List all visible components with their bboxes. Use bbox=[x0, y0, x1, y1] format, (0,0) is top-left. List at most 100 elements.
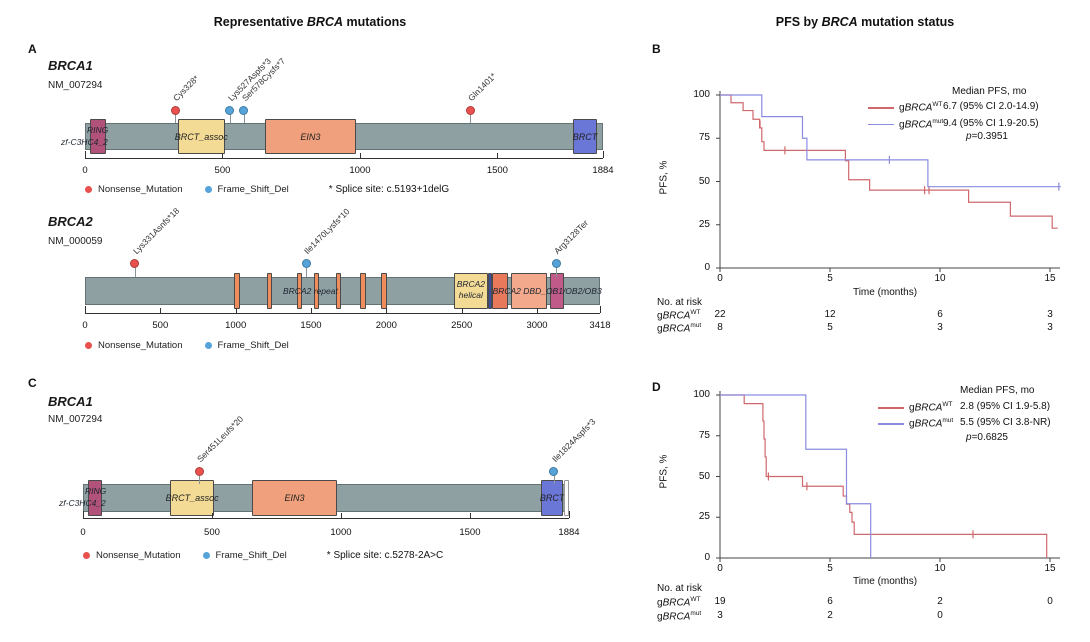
km-curve-gbrca-wt bbox=[720, 394, 1048, 558]
axis-tick bbox=[160, 308, 162, 313]
axis-tick bbox=[603, 151, 604, 158]
axis-tick-label: 2000 bbox=[375, 320, 397, 331]
axis-tick-label: 0 bbox=[82, 165, 88, 176]
axis-tick bbox=[85, 151, 86, 158]
domain-label: EIN3 bbox=[284, 493, 305, 503]
km-median-value-mut: 5.5 (95% CI 3.8-NR) bbox=[960, 417, 1051, 428]
legend-label: Frame_Shift_Del bbox=[215, 550, 287, 561]
mutation-stem bbox=[229, 110, 231, 123]
km-risk-value: 22 bbox=[714, 309, 726, 320]
domain-box-ring bbox=[88, 480, 103, 516]
axis-tick-label: 1500 bbox=[459, 527, 481, 538]
domain-box-separator bbox=[487, 273, 492, 309]
axis-tick bbox=[340, 513, 342, 518]
left-title-pre: Representative bbox=[213, 15, 307, 29]
axis-tick bbox=[83, 511, 84, 518]
right-title-gene: BRCA bbox=[821, 15, 858, 29]
gene-axis-line bbox=[85, 158, 603, 159]
axis-tick-label: 2500 bbox=[451, 320, 473, 331]
km-ytick-label: 25 bbox=[698, 511, 710, 523]
km-ytick-label: 100 bbox=[693, 89, 710, 100]
mutation-dot-frameshift bbox=[225, 105, 235, 115]
axis-tick bbox=[386, 308, 388, 313]
axis-tick bbox=[311, 308, 312, 313]
legend-label: Frame_Shift_Del bbox=[217, 184, 289, 195]
legend-item: Frame_Shift_Del bbox=[202, 550, 287, 561]
domain-box-brca2-repeat bbox=[360, 273, 366, 309]
km-risk-row-label-wt: gBRCAWT bbox=[657, 596, 700, 608]
km-median-value-wt: 6.7 (95% CI 2.0-14.9) bbox=[943, 101, 1039, 112]
left-figure-title: Representative BRCA mutations bbox=[110, 15, 510, 29]
series-label-part: BRCA bbox=[662, 597, 691, 609]
mutation-dot-nonsense bbox=[130, 258, 140, 268]
axis-tick-label: 0 bbox=[82, 320, 88, 331]
km-risk-value: 8 bbox=[717, 322, 723, 333]
panel-letter-a: A bbox=[28, 42, 37, 56]
domain-label: BRCT_assoc bbox=[174, 131, 228, 142]
km-p-value: p=0.6825 bbox=[966, 432, 1008, 443]
axis-tick bbox=[211, 513, 213, 518]
axis-tick bbox=[222, 153, 224, 158]
km-risk-value: 2 bbox=[827, 610, 833, 621]
km-legend-line-mut bbox=[868, 123, 894, 125]
axis-tick-label: 500 bbox=[152, 320, 169, 331]
km-ytick-label: 0 bbox=[704, 552, 710, 563]
domain-box-ein3: EIN3 bbox=[251, 480, 338, 516]
mutation-label: Ile1470Lysfs*10 bbox=[302, 206, 353, 256]
km-risk-value: 6 bbox=[937, 309, 943, 320]
series-label-part: WT bbox=[690, 596, 701, 603]
axis-tick bbox=[359, 153, 361, 158]
axis-tick bbox=[85, 306, 86, 313]
axis-tick bbox=[537, 308, 539, 313]
mutation-stem bbox=[470, 110, 472, 123]
km-ytick-label: 25 bbox=[698, 218, 710, 230]
transcript-id: NM_007294 bbox=[48, 80, 103, 91]
km-median-value-mut: 9.4 (95% CI 1.9-20.5) bbox=[943, 117, 1039, 129]
panel-letter-d: D bbox=[652, 380, 661, 394]
domain-box-brca2-repeat bbox=[313, 273, 320, 309]
axis-tick-label: 1000 bbox=[330, 527, 352, 538]
km-legend-header: Median PFS, mo bbox=[960, 385, 1035, 396]
km-risk-value: 19 bbox=[714, 596, 726, 607]
mutation-dot-frameshift bbox=[551, 258, 561, 268]
axis-tick-label: 500 bbox=[204, 527, 220, 538]
domain-box-brca2-repeat bbox=[381, 273, 387, 309]
mutation-stem bbox=[556, 263, 558, 277]
mutation-label: Ile1824Aspfs*3 bbox=[549, 416, 597, 464]
axis-tick bbox=[497, 153, 499, 158]
transcript-id: NM_000059 bbox=[48, 236, 103, 247]
km-risk-value: 12 bbox=[824, 309, 836, 320]
gene-name: BRCA1 bbox=[48, 58, 93, 73]
mutation-stem bbox=[199, 471, 201, 484]
series-label-part: BRCA bbox=[662, 611, 691, 623]
km-risk-row-label-mut: gBRCAmut bbox=[657, 610, 701, 622]
ring-domain-label: RING bbox=[87, 125, 109, 135]
km-ytick-label: 0 bbox=[704, 262, 710, 273]
zf-domain-label: zf-C3HC4_2 bbox=[59, 498, 106, 508]
legend-dot-nonsense bbox=[83, 552, 90, 559]
domain-box-ring bbox=[90, 119, 106, 154]
legend-item: Nonsense_Mutation bbox=[85, 184, 183, 195]
km-ytick-label: 75 bbox=[698, 429, 710, 441]
axis-tick bbox=[461, 308, 463, 313]
km-ytick-label: 100 bbox=[693, 389, 710, 400]
km-p-value: p=0.3951 bbox=[966, 131, 1008, 142]
mutation-stem bbox=[134, 263, 136, 277]
domain-box-brca2-dbd-ob1 bbox=[491, 273, 509, 309]
km-xtick-label: 0 bbox=[717, 273, 723, 284]
series-label-part: BRCA bbox=[662, 323, 691, 335]
legend-label: Nonsense_Mutation bbox=[96, 550, 181, 561]
brca2-dbd-label: BRCA2 DBD_OB1/OB2/OB3 bbox=[492, 286, 602, 296]
legend-item: Nonsense_Mutation bbox=[83, 550, 181, 561]
km-curve-gbrca-mut bbox=[720, 94, 1061, 188]
axis-tick-label: 3000 bbox=[526, 320, 548, 331]
mutation-label: Ser451Leufs*20 bbox=[195, 413, 246, 464]
p-symbol: p bbox=[966, 131, 972, 142]
km-risk-value: 3 bbox=[1047, 309, 1053, 320]
right-figure-title: PFS by BRCA mutation status bbox=[665, 15, 1065, 29]
series-label-part: BRCA bbox=[904, 118, 933, 130]
panel-letter-c: C bbox=[28, 376, 37, 390]
series-label-part: g bbox=[909, 418, 915, 430]
domain-label: BRCT_assoc bbox=[165, 493, 219, 503]
